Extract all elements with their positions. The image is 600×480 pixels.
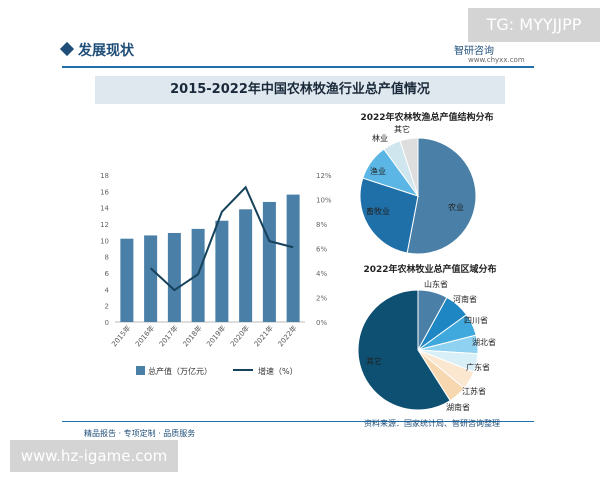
y-left-tick-label: 4 — [105, 286, 110, 294]
footer-divider — [62, 421, 534, 422]
y-left-tick-label: 14 — [100, 205, 109, 213]
bar — [262, 201, 276, 322]
pie-structure-title: 2022年农林牧渔总产值结构分布 — [360, 113, 494, 123]
pie-label: 农业 — [448, 202, 464, 212]
legend-bar-label: 总产值（万亿元） — [148, 366, 212, 376]
x-tick-label: 2018年 — [181, 324, 204, 349]
pie-slice — [359, 177, 419, 254]
bar — [191, 228, 205, 322]
y-right-tick-label: 12% — [316, 172, 332, 180]
y-left-tick-label: 0 — [105, 319, 109, 327]
pie-label: 其它 — [366, 356, 382, 366]
bar — [167, 232, 181, 322]
pie-label: 湖南省 — [446, 402, 470, 412]
pie-label: 林业 — [372, 133, 388, 143]
pie-slice — [357, 289, 451, 411]
header-divider — [62, 66, 534, 68]
x-tick-label: 2020年 — [228, 324, 251, 349]
pie-region-title: 2022年农林牧业总产值区域分布 — [363, 265, 497, 275]
y-right-tick-label: 6% — [316, 246, 327, 254]
x-tick-label: 2021年 — [252, 324, 275, 349]
pie-label: 四川省 — [464, 315, 488, 325]
bar-series — [120, 194, 300, 322]
pie-label: 畜牧业 — [366, 206, 390, 216]
bar — [120, 238, 134, 322]
pie-label: 湖北省 — [472, 337, 496, 347]
x-tick-label: 2022年 — [276, 324, 299, 349]
x-tick-label: 2015年 — [110, 324, 133, 349]
y-left-tick-label: 16 — [100, 188, 109, 196]
bar — [215, 220, 229, 322]
footer-source: 资料来源：国家统计局、智研咨询整理 — [364, 419, 500, 428]
y-right-tick-label: 8% — [316, 221, 327, 229]
y-left-tick-label: 12 — [100, 221, 109, 229]
bar — [239, 209, 253, 322]
pie-label: 河南省 — [453, 294, 477, 304]
brand-logo: 智研咨询 — [454, 46, 494, 57]
brand-url: www.chyxx.com — [468, 56, 525, 64]
y-right-tick-label: 10% — [316, 197, 332, 205]
legend-line-label: 增速（%） — [258, 366, 298, 376]
y-left-tick-label: 18 — [100, 172, 109, 180]
bottom-url: www.hz-igame.com — [10, 440, 178, 472]
y-left-tick-label: 6 — [105, 270, 110, 278]
y-right-tick-label: 2% — [316, 295, 327, 303]
y-right-tick-label: 0% — [316, 319, 327, 327]
main-chart-title: 2015-2022年中国农林牧渔行业总产值情况 — [170, 82, 430, 97]
pie-label: 江苏省 — [462, 386, 486, 396]
y-left-tick-label: 10 — [100, 237, 109, 245]
footer-slogan: 精品报告 · 专项定制 · 品质服务 — [84, 429, 196, 438]
y-left-tick-label: 2 — [105, 303, 109, 311]
left-axis-ticks: 0 2 4 6 8 10 12 14 16 18 — [100, 172, 109, 327]
x-tick-label: 2017年 — [157, 324, 180, 349]
x-tick-label: 2016年 — [133, 324, 156, 349]
chart-title-bar — [95, 76, 505, 104]
section-title: 发展现状 — [78, 43, 134, 59]
pie-slice — [399, 137, 419, 197]
x-axis-labels: 2015年 2016年 2017年 2018年 2019年 2020年 2021年 2022年 — [110, 324, 299, 349]
pie-label: 山东省 — [424, 279, 448, 289]
pie-label: 其它 — [394, 124, 410, 134]
right-axis-ticks: 0% 2% 4% 6% 8% 10% 12% — [316, 172, 332, 327]
x-tick-label: 2019年 — [205, 324, 228, 349]
y-right-tick-label: 4% — [316, 270, 327, 278]
overlay-tag: TG: MYYJJPP — [468, 8, 600, 42]
growth-line — [149, 185, 294, 292]
pie-label: 渔业 — [370, 166, 386, 176]
pie-slice — [406, 137, 477, 255]
bar — [286, 194, 300, 322]
bar — [144, 235, 158, 322]
y-left-tick-label: 8 — [105, 254, 109, 262]
pie-label: 广东省 — [466, 362, 490, 372]
legend-bar-swatch — [136, 366, 145, 375]
